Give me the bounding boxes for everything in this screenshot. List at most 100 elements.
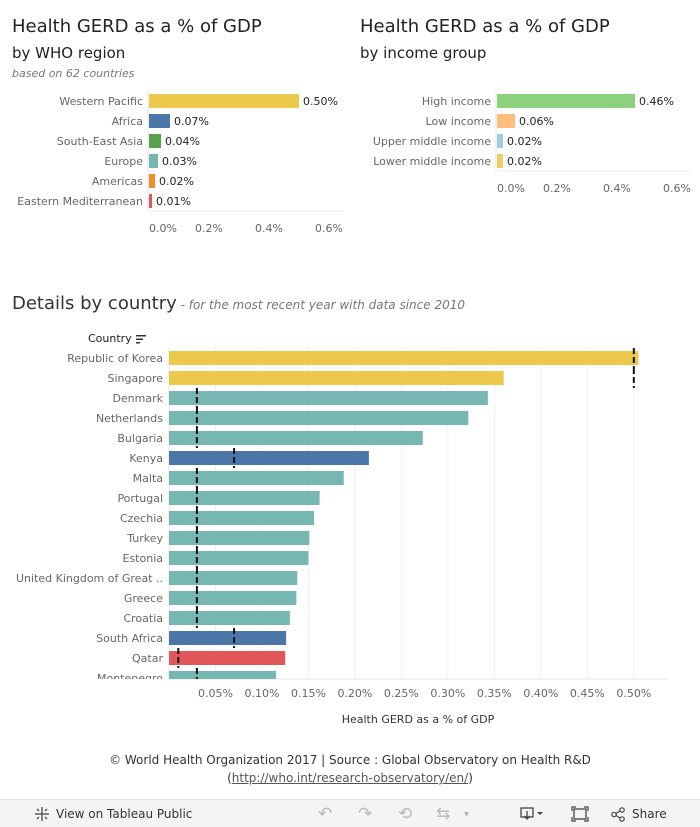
undo-icon[interactable]: ↶ [318,804,333,824]
category-label: Low income [426,115,492,128]
country-bar [169,671,276,679]
refresh-icon[interactable]: ⇆ [436,804,451,824]
category-label: Lower middle income [373,155,491,168]
bar [497,134,503,148]
country-bar [169,591,297,605]
data-label: 0.04% [165,135,200,148]
bar [497,154,503,168]
income-panel-title: Health GERD as a % of GDP [360,16,610,37]
country-rows: Republic of Korea Singapore Denmark Netherl… [16,348,639,685]
country-bar [169,371,504,385]
download-button[interactable] [520,800,546,827]
tick-label: 0.2% [543,182,571,195]
footer-link[interactable]: http://who.int/research-observatory/en/ [231,771,469,785]
tick-label: 0.6% [663,182,691,195]
country-label: Denmark [112,392,163,405]
view-on-tableau-button[interactable]: View on Tableau Public [34,800,192,827]
data-label: 0.03% [162,155,197,168]
country-label: United Kingdom of Great .. [16,572,163,585]
country-label: Estonia [123,552,164,565]
tick-label: 0.35% [477,687,512,700]
details-subtitle: - for the most recent year with data sin… [176,298,465,312]
region-panel-subtitle: by WHO region [12,44,126,62]
category-label: Europe [104,155,143,168]
x-axis-title: Health GERD as a % of GDP [342,713,495,726]
footer-link-row: (http://who.int/research-observatory/en/… [0,769,700,787]
tick-label: 0.30% [430,687,465,700]
tableau-toolbar: View on Tableau Public ↶ ↷ ⟲ ⇆ ▾ Share [0,799,700,827]
country-header-label: Country [88,332,132,345]
bar [149,134,161,148]
country-label: South Africa [96,632,163,645]
country-bar [169,611,290,625]
footer: © World Health Organization 2017 | Sourc… [0,751,700,787]
sort-icon[interactable] [135,334,147,344]
country-label: Portugal [117,492,163,505]
data-label: 0.02% [507,155,542,168]
category-label: Upper middle income [373,135,491,148]
tick-label: 0.4% [603,182,631,195]
tick-label: 0.50% [616,687,651,700]
footer-open-paren: ( [227,771,232,785]
bar [497,94,635,108]
tick-label: 0.05% [198,687,233,700]
category-label: Africa [112,115,143,128]
bar [149,194,152,208]
tick-label: 0.25% [384,687,419,700]
category-label: South-East Asia [57,135,143,148]
country-label: Qatar [132,652,163,665]
tick-label: 0.20% [337,687,372,700]
country-bar [169,631,287,645]
tick-label: 0.6% [315,222,343,235]
data-label: 0.07% [174,115,209,128]
tick-label: 0.2% [195,222,223,235]
data-label: 0.01% [156,195,191,208]
category-label: Americas [92,175,143,188]
country-label: Singapore [108,372,164,385]
fullscreen-icon[interactable] [571,800,589,827]
country-label: Montenegro [97,672,163,685]
data-label: 0.50% [303,95,338,108]
country-label: Turkey [126,532,163,545]
country-label: Kenya [129,452,163,465]
tick-label: 0.0% [149,222,177,235]
revert-icon[interactable]: ⟲ [398,804,413,824]
country-bar [169,431,423,445]
country-label: Croatia [123,612,163,625]
share-label: Share [632,807,667,821]
tick-label: 0.4% [255,222,283,235]
download-icon [520,807,543,820]
bar [149,94,299,108]
country-label: Republic of Korea [67,352,163,365]
country-bar [169,551,309,565]
region-panel-title: Health GERD as a % of GDP [12,16,262,37]
footer-close-paren: ) [468,771,473,785]
bar [149,154,158,168]
country-bar [169,411,469,425]
tableau-logo-icon [35,807,49,821]
country-label: Netherlands [96,412,163,425]
country-label: Czechia [120,512,163,525]
country-column-header[interactable]: Country [88,332,147,345]
bar [149,174,155,188]
view-on-tableau-label: View on Tableau Public [56,807,193,821]
region-panel-note: based on 62 countries [12,67,135,80]
country-bar [169,531,310,545]
country-bar [169,491,320,505]
tick-label: 0.10% [244,687,279,700]
data-label: 0.02% [159,175,194,188]
bar [149,114,170,128]
country-label: Bulgaria [117,432,163,445]
category-label: High income [422,95,491,108]
country-bar [169,571,298,585]
income-panel-subtitle: by income group [360,44,487,62]
redo-icon[interactable]: ↷ [358,804,373,824]
refresh-dropdown-icon[interactable]: ▾ [464,808,470,820]
country-label: Greece [124,592,163,605]
country-bar [169,451,369,465]
share-button[interactable]: Share [611,800,667,827]
data-label: 0.06% [519,115,554,128]
